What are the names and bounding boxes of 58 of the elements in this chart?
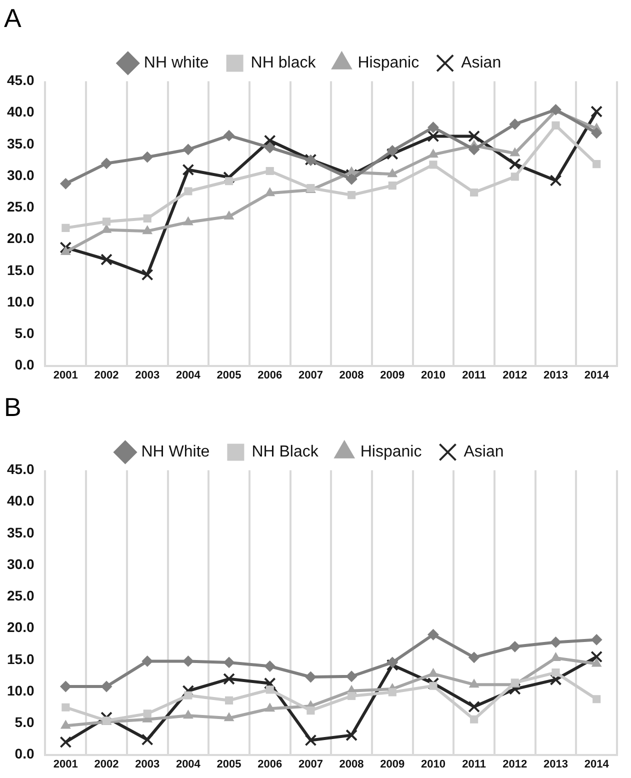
x-tick-label: 2008 <box>339 369 364 382</box>
y-tick-label: 30.0 <box>7 556 34 572</box>
legend-label: Asian <box>464 444 504 461</box>
x-tick-label: 2011 <box>462 369 486 382</box>
y-tick-label: 45.0 <box>7 461 34 478</box>
y-tick-label: 15.0 <box>7 262 34 278</box>
x-tick-label: 2013 <box>544 758 568 770</box>
x-tick-label: 2001 <box>53 369 78 382</box>
y-tick-label: 35.0 <box>7 135 34 152</box>
x-tick-label: 2002 <box>94 369 119 382</box>
x-tick-label: 2005 <box>216 369 242 382</box>
x-tick-label: 2012 <box>502 369 528 382</box>
legend-label: Asian <box>461 54 502 72</box>
x-tick-label: 2013 <box>544 369 568 382</box>
x-tick-label: 2010 <box>420 369 446 382</box>
x-tick-label: 2006 <box>258 758 282 770</box>
x-tick-label: 2003 <box>135 758 160 770</box>
legend-label: NH Black <box>252 444 320 461</box>
legend-label: NH White <box>141 444 210 461</box>
legend-label: Hispanic <box>360 444 422 461</box>
x-tick-label: 2012 <box>502 758 528 770</box>
x-tick-label: 2008 <box>339 758 364 770</box>
x-tick-label: 2009 <box>380 758 405 770</box>
y-tick-label: 40.0 <box>7 492 34 509</box>
y-tick-label: 30.0 <box>7 166 34 183</box>
y-tick-label: 45.0 <box>7 72 34 88</box>
legend-label: NH black <box>250 54 317 72</box>
x-tick-label: 2005 <box>216 758 242 770</box>
x-tick-label: 2014 <box>584 369 610 382</box>
y-tick-label: 25.0 <box>7 198 34 215</box>
y-tick-label: 20.0 <box>7 230 34 246</box>
x-tick-label: 2007 <box>298 369 323 382</box>
x-tick-label: 2014 <box>584 758 610 770</box>
y-tick-label: 15.0 <box>7 650 34 667</box>
x-tick-label: 2009 <box>380 369 405 382</box>
x-tick-label: 2002 <box>94 758 119 770</box>
y-tick-label: 20.0 <box>7 619 34 636</box>
legend-label: NH white <box>144 54 209 72</box>
y-tick-label: 25.0 <box>7 588 34 604</box>
x-tick-label: 2007 <box>298 758 323 770</box>
x-tick-label: 2011 <box>462 758 486 770</box>
y-tick-label: 0.0 <box>14 356 34 373</box>
chart-title: B <box>4 392 22 422</box>
y-tick-label: 10.0 <box>7 682 34 698</box>
y-tick-label: 0.0 <box>14 746 34 762</box>
y-tick-label: 5.0 <box>14 325 34 342</box>
x-tick-label: 2006 <box>258 369 282 382</box>
y-tick-label: 10.0 <box>7 293 34 310</box>
x-tick-label: 2004 <box>176 369 202 382</box>
y-tick-label: 5.0 <box>14 714 34 730</box>
x-tick-label: 2004 <box>176 758 202 770</box>
x-tick-label: 2010 <box>420 758 446 770</box>
legend-label: Hispanic <box>358 54 420 72</box>
x-tick-label: 2001 <box>53 758 78 770</box>
y-tick-label: 35.0 <box>7 524 34 540</box>
chart-title: A <box>4 2 22 33</box>
x-tick-label: 2003 <box>135 369 160 382</box>
y-tick-label: 40.0 <box>7 104 34 120</box>
